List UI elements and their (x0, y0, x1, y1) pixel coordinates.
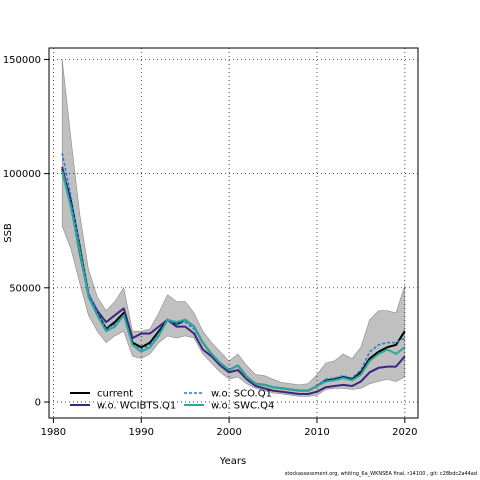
confidence-band (61, 59, 406, 397)
series-line-3 (61, 171, 406, 392)
legend-label: w.o. WCIBTS.Q1 (97, 401, 176, 412)
y-tick-label: 150000 (3, 55, 41, 66)
series-line-1 (61, 166, 406, 395)
y-tick-label: 50000 (9, 283, 41, 294)
legend-label: current (97, 389, 133, 400)
x-axis-label: Years (219, 456, 246, 467)
x-tick-label: 2020 (392, 427, 417, 438)
y-tick-label: 100000 (3, 169, 41, 180)
plot-frame (48, 47, 419, 419)
x-tick-label: 2000 (216, 427, 241, 438)
x-tick-label: 1980 (41, 427, 66, 438)
x-tick-label: 2010 (304, 427, 329, 438)
series-layer (61, 152, 406, 395)
y-axis-label: SSB (3, 223, 14, 243)
legend-label: w.o. SCO.Q1 (211, 389, 272, 400)
y-tick-label: 0 (35, 398, 41, 409)
series-line-2 (61, 152, 406, 392)
x-tick-label: 1990 (129, 427, 154, 438)
legend-label: w.o. SWC.Q4 (211, 401, 274, 412)
confidence-band-layer (61, 59, 406, 397)
footer-credit: stockassessment.org, whiting_6a_WKNSEA f… (284, 471, 477, 477)
axes-layer: 1980 1990 2000 2010 2020 0 50000 100000 150000 (3, 47, 419, 438)
